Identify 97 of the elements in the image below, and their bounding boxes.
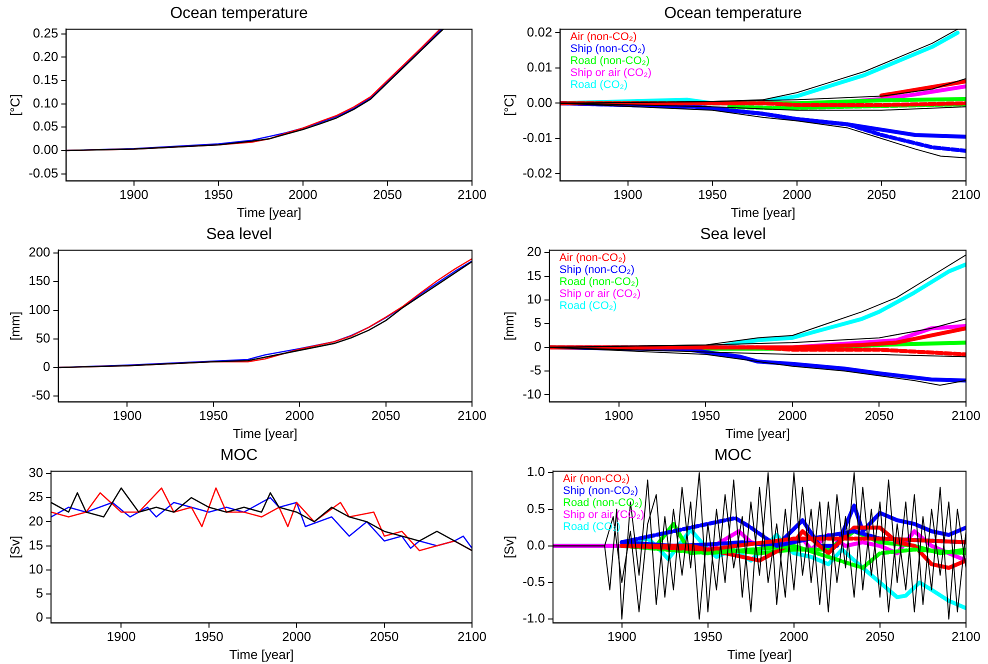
- y-tick-label: -0.5: [522, 574, 545, 590]
- y-axis-title: [mm]: [7, 312, 22, 340]
- x-tick-label: 1900: [604, 408, 634, 424]
- y-tick-label: 0.0: [526, 537, 545, 552]
- y-axis-title: [°C]: [501, 94, 516, 116]
- y-tick-label: 20: [526, 244, 542, 260]
- x-tick-label: 2100: [952, 408, 980, 424]
- x-tick-label: 1950: [693, 629, 722, 644]
- y-tick-label: 0.5: [526, 500, 545, 516]
- x-tick-label: 1950: [198, 408, 228, 424]
- text: Ship (non-CO₂): [559, 264, 635, 276]
- x-tick-label: 2050: [371, 408, 400, 424]
- text: Ship (non-CO₂): [570, 43, 646, 56]
- y-tick-label: 0.20: [32, 48, 58, 64]
- x-tick-label: 2000: [288, 187, 318, 202]
- x-tick-label: 2100: [952, 187, 980, 202]
- chart-title: MOC: [714, 447, 752, 464]
- x-tick-label: 1900: [119, 187, 148, 202]
- y-tick-label: 50: [36, 330, 50, 346]
- x-axis-title: Time [year]: [725, 426, 790, 441]
- x-tick-label: 1900: [112, 408, 142, 424]
- y-tick-label: 200: [28, 244, 50, 260]
- x-tick-label: 2000: [782, 187, 812, 202]
- text: Ship or air (CO₂): [559, 288, 641, 300]
- text: Air (non-CO₂): [563, 473, 630, 486]
- y-tick-label: -10: [522, 386, 542, 402]
- y-tick-label: 10: [526, 292, 542, 307]
- x-tick-label: 2000: [282, 629, 312, 644]
- y-tick-label: -50: [31, 388, 50, 403]
- x-axis-title: Time [year]: [236, 204, 302, 220]
- x-tick-label: 1950: [204, 187, 233, 202]
- x-tick-label: 1900: [607, 629, 636, 644]
- chart-title: Sea level: [206, 226, 272, 244]
- y-tick-label: 5: [534, 315, 542, 330]
- y-tick-label: 15: [526, 268, 542, 283]
- x-tick-label: 2050: [866, 629, 894, 644]
- chart-title: MOC: [220, 447, 258, 464]
- x-axis-title: Time [year]: [232, 426, 298, 441]
- y-tick-label: 0.00: [32, 142, 58, 158]
- y-tick-label: 0: [534, 338, 542, 354]
- y-tick-label: 10: [28, 561, 44, 576]
- x-tick-label: 2000: [779, 629, 808, 644]
- x-tick-label: 1900: [106, 629, 136, 644]
- y-axis-title: [Sv]: [7, 536, 22, 558]
- y-tick-label: 5: [36, 586, 44, 600]
- text: Air (non-CO₂): [570, 31, 637, 44]
- y-tick-label: -0.02: [522, 165, 552, 180]
- x-tick-label: 1950: [691, 408, 720, 424]
- series-label: Road (CO₂): [570, 79, 628, 92]
- x-tick-label: 2050: [867, 187, 896, 202]
- y-tick-label: 0: [36, 610, 44, 625]
- y-tick-label: -5: [530, 362, 542, 378]
- text: Ship (non-CO₂): [563, 485, 638, 498]
- x-tick-label: 2100: [952, 629, 980, 644]
- text: Road (non-CO₂): [570, 55, 650, 68]
- y-tick-label: 15: [28, 537, 44, 552]
- text: Air (non-CO₂): [559, 252, 626, 264]
- x-axis-title: Time [year]: [730, 204, 796, 220]
- y-tick-label: 0.01: [526, 60, 552, 75]
- y-tick-label: 0.10: [32, 95, 58, 110]
- x-axis-title: Time [year]: [727, 646, 792, 662]
- x-tick-label: 2000: [778, 408, 807, 424]
- x-tick-label: 2050: [864, 408, 894, 424]
- y-tick-label: 25: [28, 489, 44, 504]
- y-tick-label: 1.0: [526, 464, 545, 480]
- y-tick-label: 0: [43, 359, 50, 374]
- y-tick-label: 0.05: [32, 118, 58, 134]
- y-tick-label: 30: [28, 465, 44, 480]
- x-tick-label: 2050: [373, 187, 402, 202]
- y-tick-label: 0.02: [526, 24, 552, 40]
- y-axis-title: [°C]: [7, 94, 22, 116]
- x-tick-label: 1950: [698, 187, 727, 202]
- x-axis-title: Time [year]: [229, 646, 294, 662]
- chart-title: Ocean temperature: [170, 5, 308, 22]
- y-tick-label: -0.01: [522, 130, 552, 146]
- x-tick-label: 2000: [285, 408, 314, 424]
- text: Ship or air (CO₂): [570, 67, 652, 80]
- y-tick-label: -1.0: [522, 610, 545, 626]
- y-tick-label: 150: [28, 273, 50, 288]
- y-tick-label: 0.00: [526, 94, 552, 110]
- y-tick-label: 100: [28, 302, 50, 317]
- y-tick-label: 20: [28, 513, 44, 528]
- x-tick-label: 2050: [370, 629, 399, 644]
- x-tick-label: 2100: [458, 629, 486, 644]
- chart-title: Ocean temperature: [664, 5, 802, 22]
- y-axis-title: [mm]: [501, 312, 516, 340]
- x-tick-label: 1900: [613, 187, 642, 202]
- text: Road (CO₂): [559, 300, 617, 312]
- x-tick-label: 2100: [458, 187, 486, 202]
- y-tick-label: 0.15: [32, 72, 58, 88]
- y-tick-label: 0.25: [32, 25, 58, 40]
- x-tick-label: 2100: [458, 408, 486, 424]
- text: Road (non-CO₂): [559, 276, 639, 288]
- chart-title: Sea level: [700, 226, 766, 244]
- x-tick-label: 1950: [194, 629, 224, 644]
- y-axis-title: [Sv]: [501, 536, 516, 558]
- y-tick-label: -0.05: [28, 165, 58, 180]
